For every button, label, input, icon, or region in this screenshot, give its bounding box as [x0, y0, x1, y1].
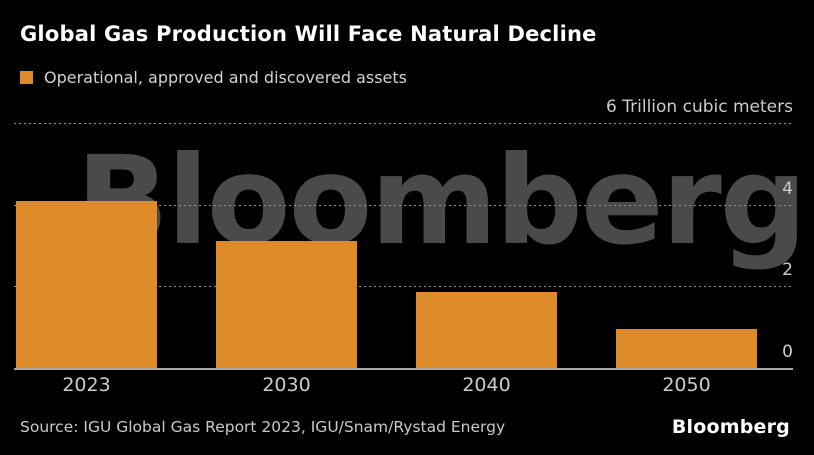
bloomberg-watermark: Bloomberg — [76, 130, 807, 272]
y-tick-label-4: 4 — [782, 178, 793, 199]
y-tick-label-2: 2 — [782, 260, 793, 281]
chart-title: Global Gas Production Will Face Natural … — [20, 22, 597, 46]
bar-2040 — [416, 292, 557, 368]
x-tick-label-2030: 2030 — [262, 374, 311, 396]
x-tick-label-2040: 2040 — [462, 374, 511, 396]
gridline-2 — [14, 286, 793, 288]
x-tick-label-2050: 2050 — [662, 374, 711, 396]
source-note: Source: IGU Global Gas Report 2023, IGU/… — [20, 418, 506, 436]
bar-2023 — [16, 201, 157, 368]
y-tick-label-6: 6 Trillion cubic meters — [606, 97, 793, 117]
x-tick-label-2023: 2023 — [62, 374, 111, 396]
x-axis-line — [14, 368, 793, 370]
legend: Operational, approved and discovered ass… — [20, 68, 407, 87]
gridline-6 — [14, 123, 793, 124]
legend-swatch-icon — [20, 71, 33, 84]
bar-2030 — [216, 241, 357, 368]
gridline-4 — [14, 204, 793, 206]
bar-2050 — [616, 329, 757, 368]
bloomberg-logo: Bloomberg — [671, 416, 790, 438]
legend-label: Operational, approved and discovered ass… — [44, 68, 407, 87]
y-tick-label-0: 0 — [782, 342, 793, 362]
